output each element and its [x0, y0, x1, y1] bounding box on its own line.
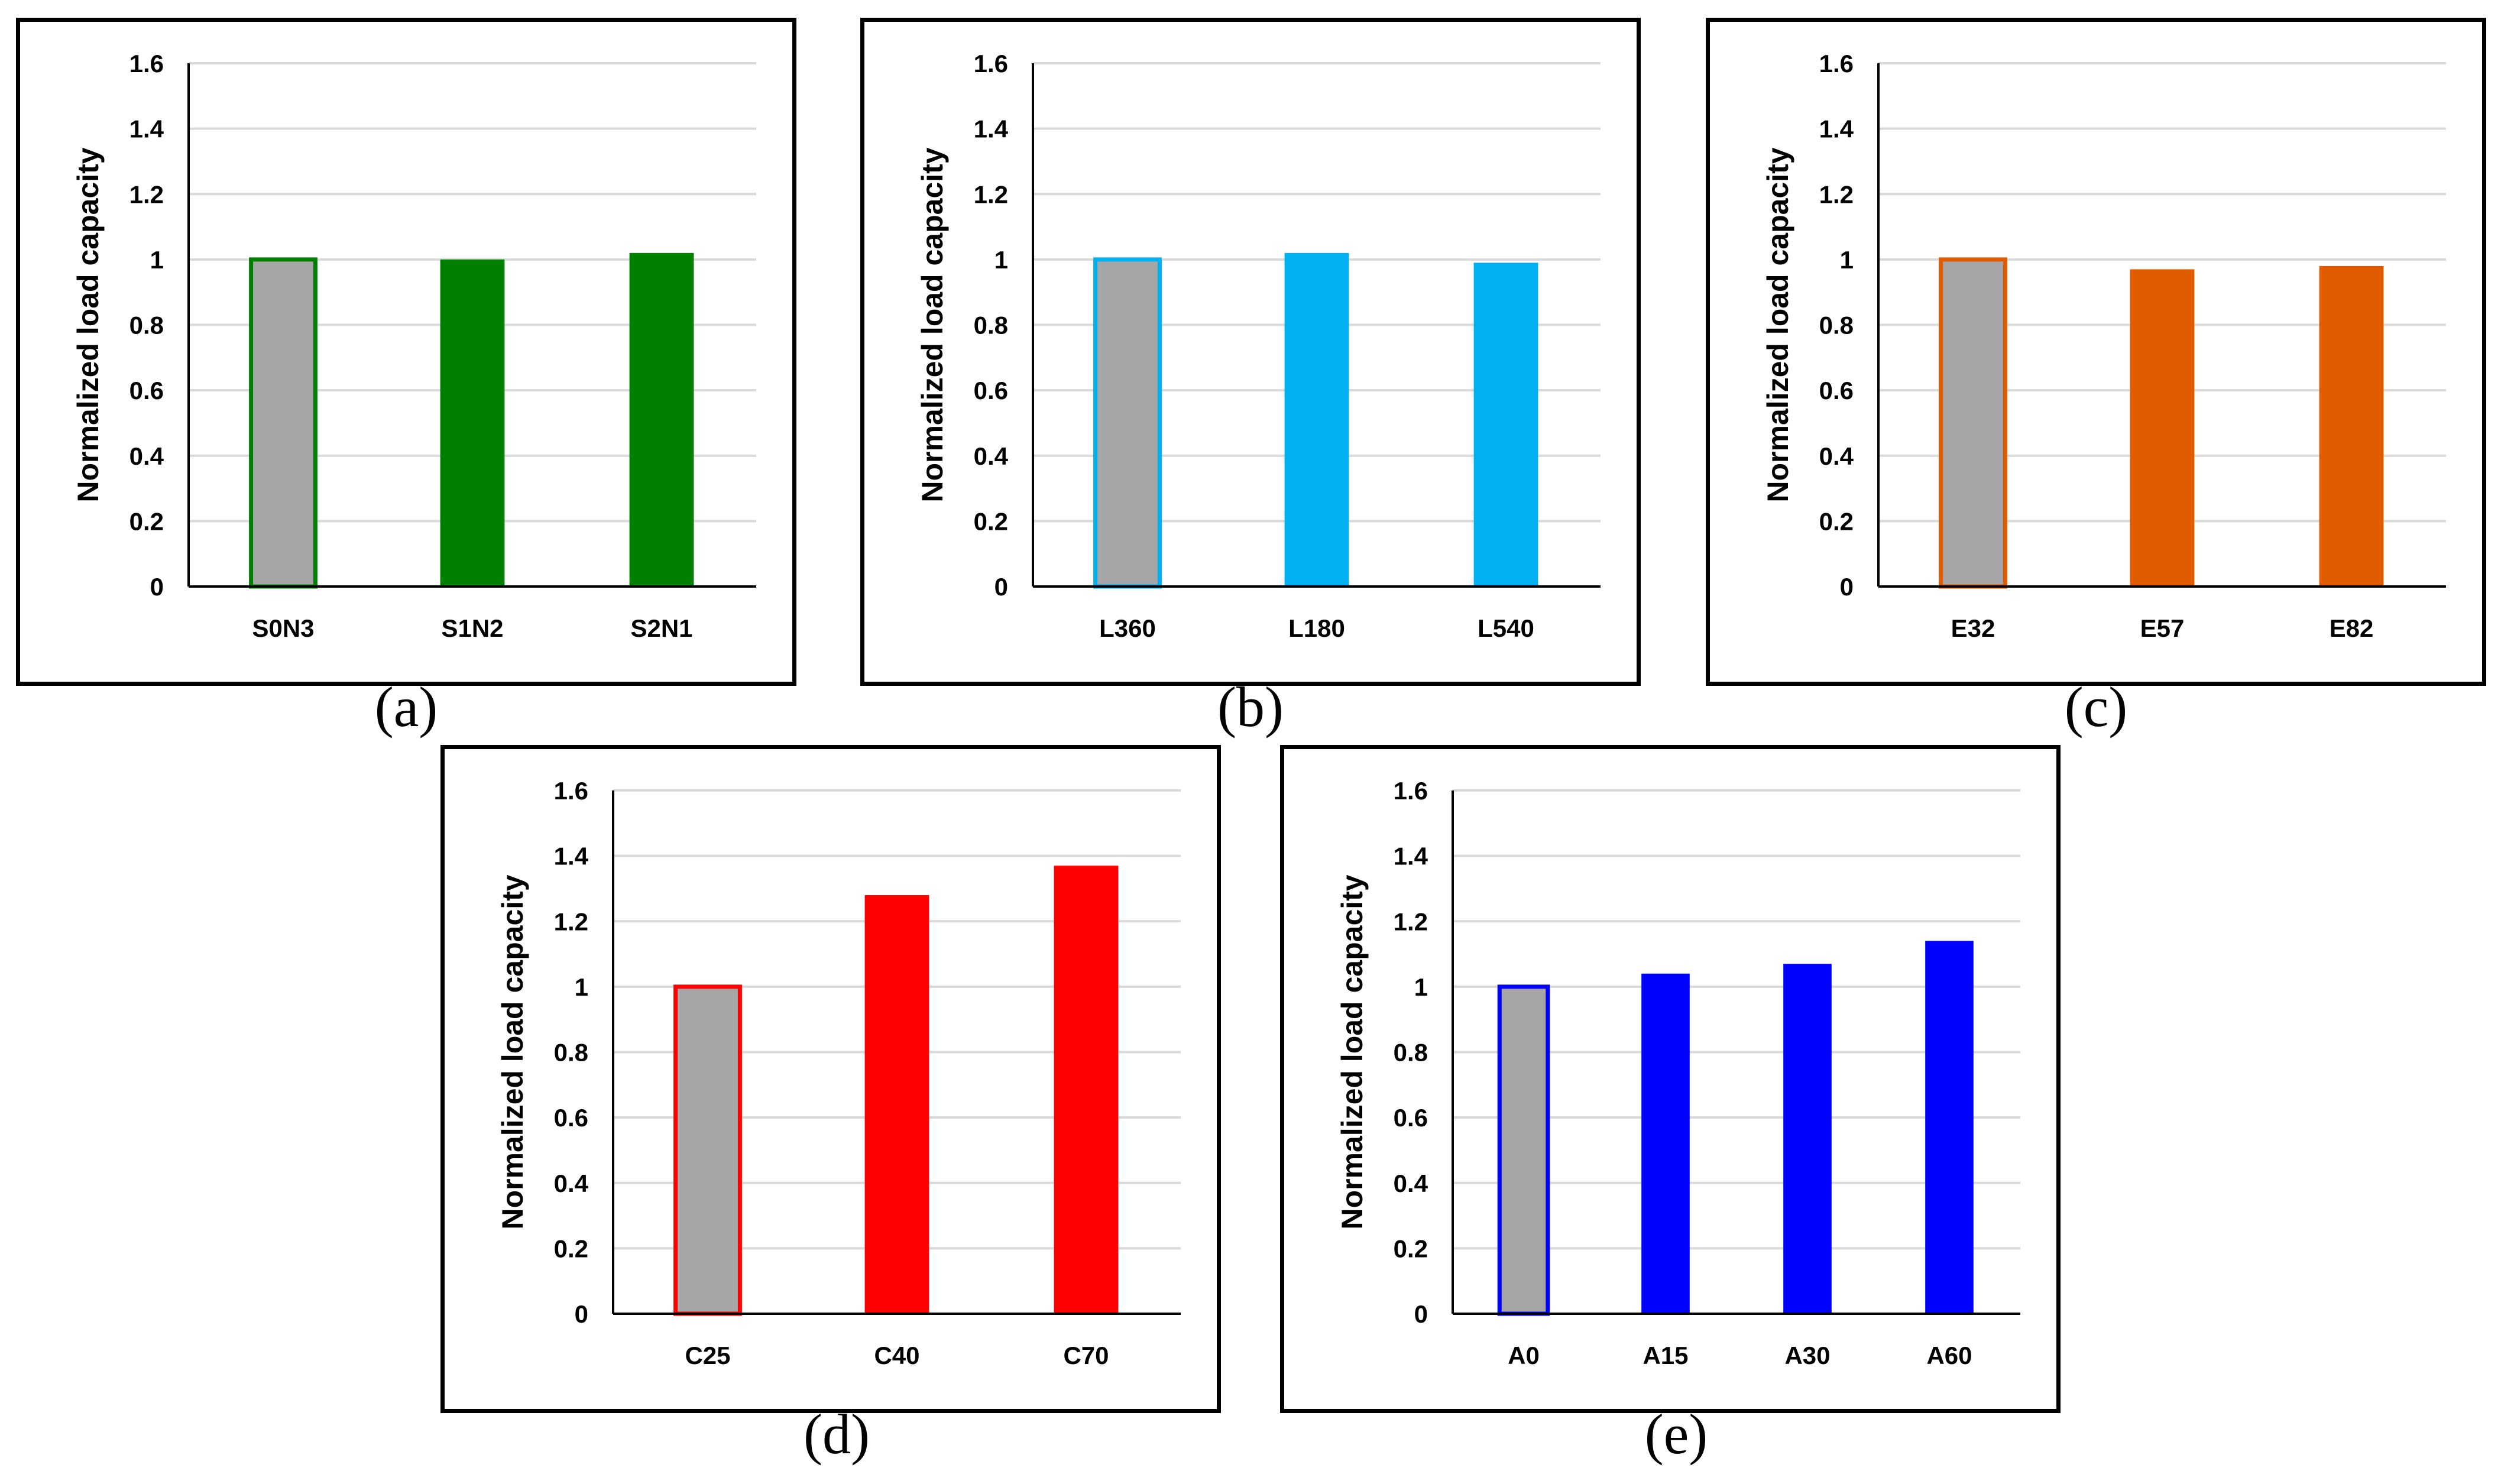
y-tick-label: 1 [1414, 973, 1428, 1001]
y-tick-label: 0.4 [129, 442, 164, 470]
x-tick-label: L360 [1099, 614, 1156, 642]
y-tick-label: 0.2 [1819, 507, 1854, 535]
y-tick-label: 1.6 [1819, 50, 1854, 77]
x-tick-label: A0 [1508, 1342, 1540, 1369]
y-tick-label: 0.2 [129, 507, 164, 535]
y-tick-label: 1.2 [554, 908, 588, 935]
x-tick-label: L180 [1288, 614, 1345, 642]
panel-label-b: (b) [1217, 675, 1284, 738]
bar-e-a0 [1497, 984, 1550, 1316]
y-tick-label: 0.6 [974, 377, 1008, 404]
x-tick-label: E57 [2140, 614, 2185, 642]
bar-e-a15 [1641, 973, 1690, 1314]
bar-d-c40 [864, 895, 929, 1314]
y-tick-label: 0.8 [554, 1039, 588, 1067]
chart-a: 0 0.2 0.4 0.6 0.8 1 1.2 1.4 1.6 S0N3 S1N2 S2N1 Norma… [72, 50, 756, 642]
y-tick-label: 1.4 [1819, 115, 1854, 143]
bar-b-l180 [1284, 252, 1349, 587]
x-tick-label: E82 [2330, 614, 2374, 642]
panel-label-c: (c) [2064, 675, 2128, 738]
y-tick-label: 0.6 [554, 1104, 588, 1132]
y-tick-label: 0 [1414, 1300, 1428, 1328]
bar-d-c25 [673, 984, 742, 1316]
bar-d-c70 [1054, 866, 1119, 1314]
x-tick-label: C70 [1063, 1342, 1109, 1369]
y-axis-title: Normalized load capacity [1761, 147, 1794, 502]
chart-b: 0 0.2 0.4 0.6 0.8 1 1.2 1.4 1.6 L360 L180 L540 Norma… [916, 50, 1601, 642]
bar-a-s0n3 [249, 257, 318, 589]
y-tick-label: 1.4 [554, 843, 589, 870]
y-tick-label: 0.8 [974, 312, 1008, 339]
y-axis-title: Normalized load capacity [1336, 874, 1369, 1229]
y-tick-label: 0.8 [1394, 1039, 1428, 1067]
y-tick-label: 1 [150, 246, 164, 274]
y-tick-label: 0.6 [129, 377, 164, 404]
bar-c-e32 [1939, 257, 2007, 589]
chart-c: 0 0.2 0.4 0.6 0.8 1 1.2 1.4 1.6 E32 E57 E82 Normaliz… [1761, 50, 2446, 642]
x-tick-label: A30 [1784, 1342, 1830, 1369]
panel-label-d: (d) [804, 1402, 870, 1466]
y-tick-label: 1.6 [554, 777, 588, 805]
x-tick-label: C40 [874, 1342, 919, 1369]
y-tick-label: 0.6 [1819, 377, 1854, 404]
y-tick-label: 0.4 [1819, 442, 1854, 470]
y-tick-label: 1.2 [974, 180, 1008, 208]
y-tick-label: 1.2 [1394, 908, 1428, 935]
x-tick-label: S2N1 [630, 614, 692, 642]
y-tick-label: 0.4 [554, 1169, 589, 1197]
x-tick-label: A60 [1926, 1342, 1972, 1369]
chart-d: 0 0.2 0.4 0.6 0.8 1 1.2 1.4 1.6 C25 C40 C70 Normaliz… [496, 777, 1181, 1369]
y-tick-label: 0.4 [1394, 1169, 1428, 1197]
x-tick-label: S0N3 [252, 614, 314, 642]
chart-panel-e: 0 0.2 0.4 0.6 0.8 1 1.2 1.4 1.6 A0 A15 A30 A60 Normal… [1280, 745, 2061, 1413]
y-tick-label: 0 [575, 1300, 588, 1328]
y-tick-label: 0.2 [974, 507, 1008, 535]
y-tick-label: 0 [1840, 573, 1854, 601]
y-axis-title: Normalized load capacity [72, 147, 105, 502]
bar-b-l540 [1473, 263, 1538, 587]
y-tick-label: 1.6 [1394, 777, 1428, 805]
y-tick-label: 1.4 [129, 115, 164, 143]
bar-c-e57 [2130, 269, 2195, 587]
x-tick-label: L540 [1478, 614, 1534, 642]
chart-e: 0 0.2 0.4 0.6 0.8 1 1.2 1.4 1.6 A0 A15 A30 A60 Normal… [1336, 777, 2020, 1369]
chart-panel-c: 0 0.2 0.4 0.6 0.8 1 1.2 1.4 1.6 E32 E57 E82 Normaliz… [1706, 18, 2486, 686]
y-tick-label: 1.6 [129, 50, 164, 77]
y-tick-label: 1.2 [129, 180, 164, 208]
x-tick-label: C25 [685, 1342, 730, 1369]
chart-panel-b: 0 0.2 0.4 0.6 0.8 1 1.2 1.4 1.6 L360 L180 L540 Norma… [860, 18, 1641, 686]
y-tick-label: 1 [1840, 246, 1854, 274]
y-tick-label: 1 [575, 973, 588, 1001]
y-tick-label: 0.2 [554, 1234, 588, 1262]
x-tick-label: E32 [1951, 614, 1995, 642]
y-axis-title: Normalized load capacity [496, 874, 529, 1229]
y-tick-label: 0 [150, 573, 164, 601]
y-tick-label: 0.8 [1819, 312, 1854, 339]
y-tick-label: 1.2 [1819, 180, 1854, 208]
y-tick-label: 0 [994, 573, 1008, 601]
y-tick-label: 1.4 [974, 115, 1009, 143]
panel-label-e: (e) [1644, 1402, 1708, 1466]
y-axis-title: Normalized load capacity [916, 147, 949, 502]
x-tick-label: A15 [1643, 1342, 1688, 1369]
x-tick-label: S1N2 [441, 614, 503, 642]
y-tick-label: 1 [994, 246, 1008, 274]
y-tick-label: 1.4 [1394, 843, 1428, 870]
bar-e-a30 [1783, 964, 1832, 1314]
bar-c-e82 [2319, 265, 2384, 587]
bar-e-a60 [1925, 941, 1974, 1314]
bar-a-s2n1 [629, 252, 694, 587]
y-tick-label: 0.8 [129, 312, 164, 339]
panel-label-a: (a) [374, 675, 438, 738]
y-tick-label: 0.6 [1394, 1104, 1428, 1132]
chart-panel-d: 0 0.2 0.4 0.6 0.8 1 1.2 1.4 1.6 C25 C40 C70 Normaliz… [440, 745, 1221, 1413]
y-tick-label: 0.2 [1394, 1234, 1428, 1262]
y-tick-label: 0.4 [974, 442, 1009, 470]
chart-panel-a: 0 0.2 0.4 0.6 0.8 1 1.2 1.4 1.6 S0N3 S1N2 S2N1 Norma… [16, 18, 796, 686]
y-tick-label: 1.6 [974, 50, 1008, 77]
bar-a-s1n2 [440, 259, 505, 587]
bar-b-l360 [1093, 257, 1162, 589]
